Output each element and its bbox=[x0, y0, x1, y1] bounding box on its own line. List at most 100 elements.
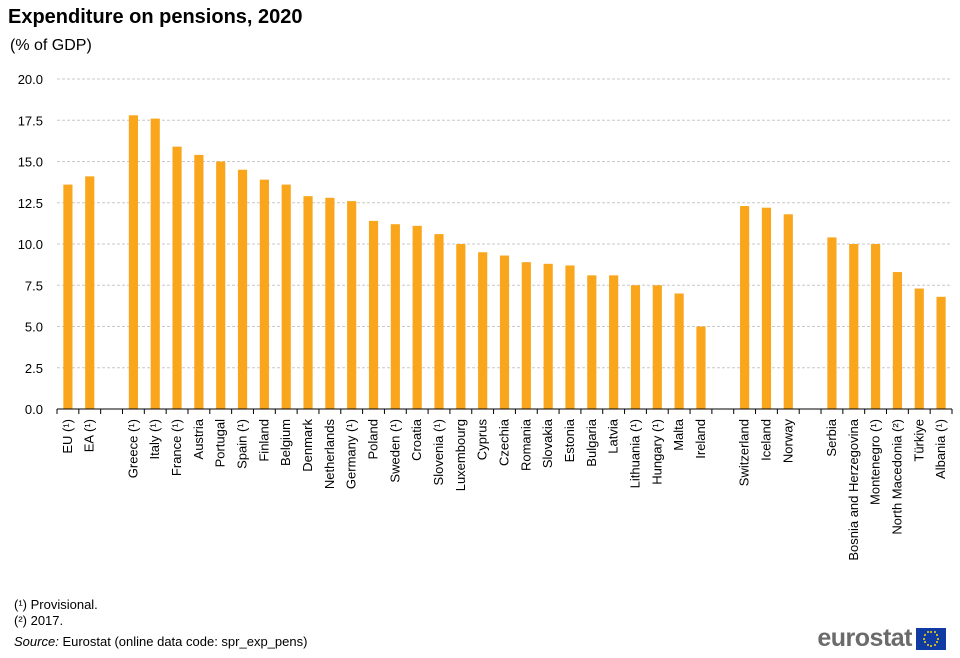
y-tick-label: 20.0 bbox=[18, 72, 43, 87]
x-tick-label: France (¹) bbox=[169, 419, 184, 476]
bar bbox=[216, 161, 226, 409]
y-axis-tick-labels: 0.0 2.5 5.0 7.5 10.0 12.5 15.0 17.5 20.0 bbox=[18, 72, 43, 417]
chart-subtitle: (% of GDP) bbox=[10, 37, 92, 54]
bar bbox=[674, 293, 684, 409]
flag-star bbox=[930, 644, 932, 647]
bar bbox=[499, 255, 510, 409]
bar bbox=[456, 244, 466, 409]
x-tick-label: Norway bbox=[780, 419, 795, 464]
eu-flag-icon bbox=[916, 627, 946, 650]
bar bbox=[368, 220, 379, 409]
flag-star bbox=[933, 643, 936, 646]
x-tick-label: Netherlands bbox=[322, 419, 337, 490]
logo-text: eurostat bbox=[817, 624, 912, 652]
flag-star bbox=[923, 634, 926, 636]
x-tick-label: Malta bbox=[671, 418, 686, 451]
flag-star bbox=[926, 631, 929, 634]
bar bbox=[150, 118, 160, 409]
chart-title: Expenditure on pensions, 2020 bbox=[8, 6, 303, 28]
x-tick-label: Austria bbox=[191, 418, 206, 459]
bar bbox=[936, 296, 946, 409]
bar bbox=[63, 184, 73, 409]
bar bbox=[827, 237, 837, 409]
bar bbox=[609, 275, 619, 409]
x-tick-label: Serbia bbox=[824, 418, 839, 456]
y-tick-label: 15.0 bbox=[18, 155, 43, 170]
y-tick-label: 17.5 bbox=[18, 113, 43, 128]
bar bbox=[521, 262, 531, 409]
flag-star bbox=[936, 634, 939, 636]
x-tick-label: Belgium bbox=[278, 419, 293, 466]
x-tick-label: Germany (¹) bbox=[344, 419, 359, 489]
x-tick-label: Croatia bbox=[409, 418, 424, 461]
bar bbox=[587, 275, 597, 409]
x-tick-label: Italy (¹) bbox=[147, 419, 162, 459]
x-tick-label: Luxembourg bbox=[453, 419, 468, 491]
bar bbox=[85, 176, 95, 409]
x-tick-label: Romania bbox=[518, 418, 533, 471]
bar bbox=[390, 224, 400, 409]
bar bbox=[652, 285, 662, 409]
x-tick-label: Switzerland bbox=[737, 419, 752, 486]
bar bbox=[849, 244, 859, 409]
bar bbox=[259, 179, 269, 409]
x-tick-label: Montenegro (¹) bbox=[868, 419, 883, 505]
bar bbox=[761, 207, 772, 409]
bar bbox=[871, 244, 881, 409]
bar bbox=[172, 146, 182, 409]
x-tick-label: Spain (¹) bbox=[235, 419, 250, 469]
bar bbox=[892, 272, 903, 409]
x-tick-label: Hungary (¹) bbox=[649, 419, 664, 485]
bar bbox=[347, 201, 357, 409]
x-tick-label: Denmark bbox=[300, 419, 315, 472]
x-tick-label: Slovakia bbox=[540, 418, 555, 468]
flag-star bbox=[930, 630, 932, 633]
flag-star bbox=[937, 637, 939, 640]
x-axis-tick-labels: EU (¹) EA (¹) Greece (¹) Italy (¹) France (¹… bbox=[60, 418, 948, 560]
flag-star bbox=[923, 637, 925, 640]
bar bbox=[412, 225, 422, 409]
bar bbox=[325, 197, 335, 409]
bar bbox=[565, 265, 575, 409]
source-label: Source: bbox=[14, 634, 59, 649]
y-tick-label: 10.0 bbox=[18, 237, 43, 252]
flag-star bbox=[923, 641, 926, 643]
y-tick-label: 7.5 bbox=[25, 278, 43, 293]
x-tick-label: Albania (¹) bbox=[933, 419, 948, 479]
x-tick-label: Czechia bbox=[497, 418, 512, 466]
bars bbox=[63, 115, 946, 410]
x-tick-label: North Macedonia (²) bbox=[889, 419, 904, 535]
eurostat-logo: eurostat bbox=[817, 624, 946, 653]
x-tick-label: Lithuania (¹) bbox=[627, 419, 642, 488]
x-tick-label: EU (¹) bbox=[60, 419, 75, 454]
x-tick-label: Portugal bbox=[213, 419, 228, 468]
x-axis bbox=[56, 408, 953, 414]
footnote-2017: (²) 2017. bbox=[14, 613, 64, 628]
x-tick-label: Türkiye bbox=[911, 419, 926, 462]
source-text: Eurostat (online data code: spr_exp_pens… bbox=[62, 634, 308, 649]
x-tick-label: Slovenia (¹) bbox=[431, 419, 446, 485]
bar bbox=[237, 169, 248, 409]
flag-star bbox=[926, 643, 929, 646]
footnote-provisional: (¹) Provisional. bbox=[14, 597, 98, 612]
bar bbox=[914, 288, 924, 409]
bar bbox=[281, 184, 291, 409]
x-tick-label: Sweden (¹) bbox=[387, 419, 402, 483]
bar bbox=[783, 214, 793, 409]
bar bbox=[194, 154, 204, 409]
source-line: Source: Eurostat (online data code: spr_… bbox=[14, 634, 307, 649]
x-tick-label: Finland bbox=[256, 419, 271, 462]
bar bbox=[696, 326, 706, 409]
bar bbox=[303, 196, 313, 409]
bar bbox=[543, 263, 553, 409]
bar-chart: 0.02.55.07.510.012.515.017.520.0 EU (¹) E… bbox=[18, 72, 953, 561]
y-tick-label: 0.0 bbox=[25, 402, 43, 417]
bar bbox=[478, 252, 488, 409]
bar bbox=[434, 234, 444, 409]
y-tick-label: 5.0 bbox=[25, 320, 43, 335]
x-tick-label: Bulgaria bbox=[584, 418, 599, 466]
flag-star bbox=[933, 631, 936, 634]
x-tick-label: Latvia bbox=[606, 418, 621, 453]
x-tick-label: Bosnia and Herzegovina bbox=[846, 418, 861, 560]
x-tick-label: Ireland bbox=[693, 419, 708, 459]
